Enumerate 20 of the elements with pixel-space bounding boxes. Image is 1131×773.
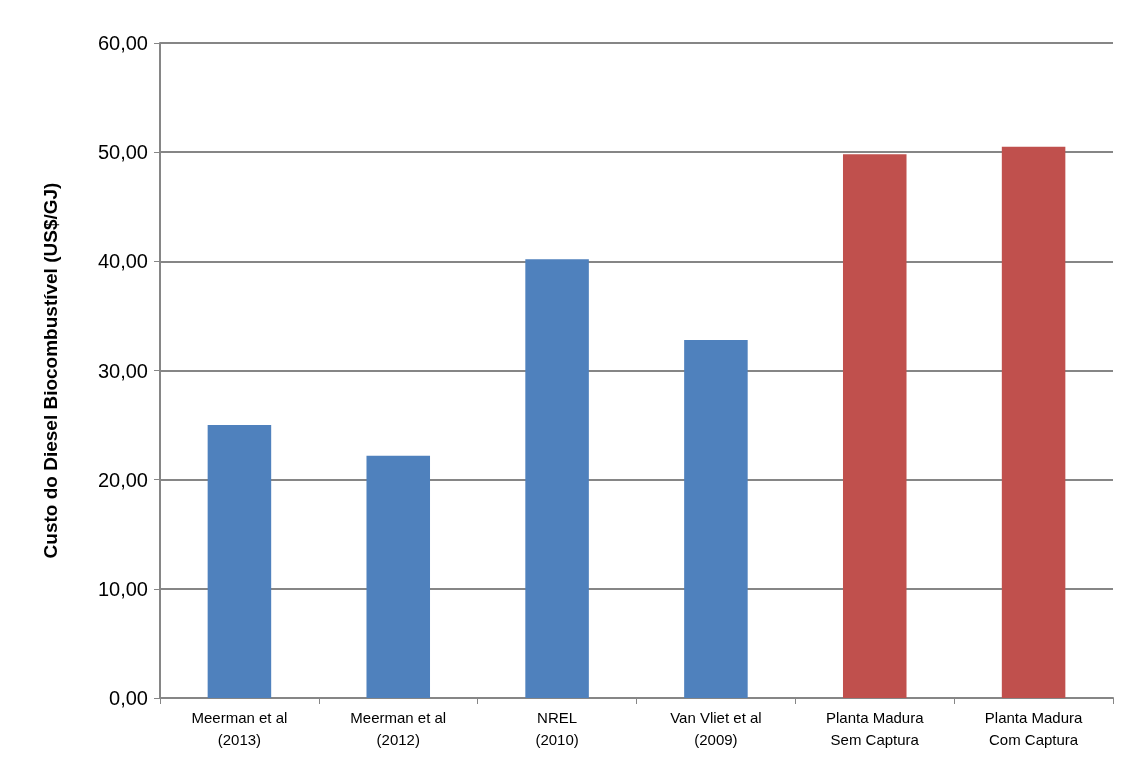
- y-tick-label: 50,00: [97, 141, 148, 164]
- y-tick-label: 0,00: [109, 687, 148, 709]
- x-tick-label: Meerman et al (2013): [191, 708, 288, 748]
- bar: [842, 154, 907, 698]
- bar: [1001, 146, 1066, 698]
- y-tick-label: 20,00: [97, 468, 148, 491]
- bar: [207, 425, 272, 698]
- y-tick-label: 40,00: [97, 250, 148, 273]
- bar: [684, 339, 748, 698]
- x-tick-label: NREL (2010): [535, 708, 579, 748]
- x-tick-label: Van Vliet et al (2009): [670, 708, 762, 748]
- x-tick-label: Planta Madura Sem Captura: [825, 708, 925, 748]
- y-tick-label: 60,00: [97, 32, 148, 54]
- x-tick-label: Meerman et al (2012): [350, 708, 447, 748]
- y-tick-label: 10,00: [97, 577, 148, 600]
- y-axis-title: Custo do Diesel Biocombustível (US$/GJ): [40, 182, 61, 559]
- y-tick-label: 30,00: [97, 359, 148, 382]
- bar: [366, 455, 431, 698]
- bar: [525, 259, 589, 698]
- x-tick-label: Planta Madura Com Captura: [984, 708, 1084, 748]
